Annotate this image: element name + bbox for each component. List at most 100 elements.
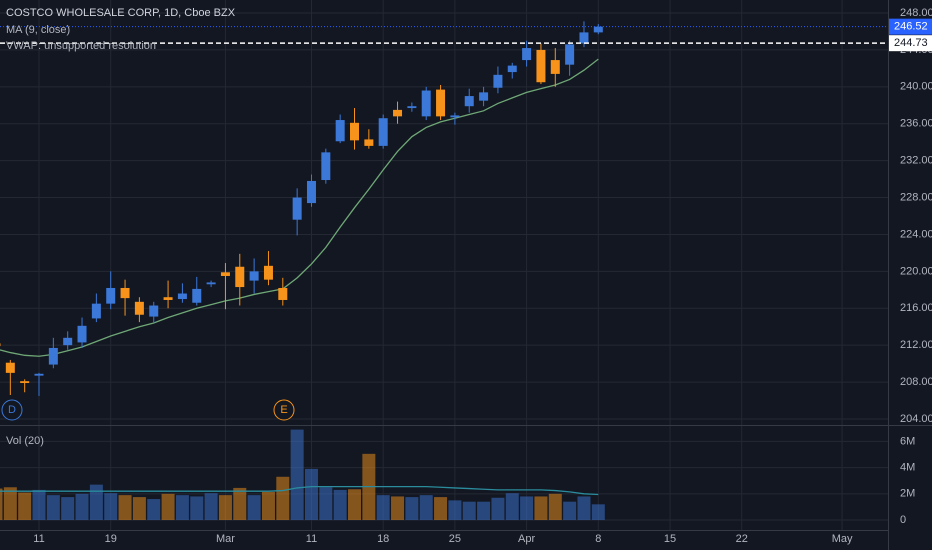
candle-body — [536, 49, 546, 83]
volume-bar — [61, 497, 75, 521]
y-tick-label: 220.00 — [900, 265, 932, 277]
volume-bar — [434, 497, 448, 521]
price-label: 244.73 — [894, 37, 928, 49]
candle-body — [507, 65, 517, 73]
candle-body — [421, 90, 431, 117]
legend-entry: MA (9, close) — [6, 24, 70, 36]
volume-bar — [405, 497, 419, 521]
volume-bar — [348, 489, 362, 521]
volume-bar — [104, 493, 118, 521]
candle-body — [565, 44, 575, 65]
volume-bar — [290, 429, 304, 521]
y-tick-label: 232.00 — [900, 155, 932, 167]
volume-bar — [462, 501, 476, 521]
candle-body — [393, 109, 403, 117]
volume-bar — [247, 495, 261, 521]
candle-body — [120, 287, 130, 299]
volume-bar — [132, 497, 146, 521]
volume-bar — [520, 496, 534, 521]
x-tick-label: Mar — [216, 533, 235, 545]
ma-line — [0, 58, 599, 357]
volume-bar — [491, 497, 505, 521]
event-marker[interactable] — [1, 399, 23, 421]
candle-body — [163, 297, 173, 300]
x-tick-label: 11 — [306, 533, 317, 545]
x-tick-label: Apr — [518, 533, 535, 545]
candle-body — [106, 287, 116, 304]
y-tick-label: 6M — [900, 435, 915, 447]
x-tick-label: 15 — [664, 533, 676, 545]
x-tick-label: 25 — [449, 533, 461, 545]
volume-bar — [0, 488, 3, 521]
candle-body — [493, 74, 503, 88]
y-tick-label: 236.00 — [900, 118, 932, 130]
candle-body — [177, 293, 187, 300]
candle-body — [364, 139, 374, 146]
x-tick-label: 8 — [595, 533, 601, 545]
volume-bar — [75, 493, 89, 521]
volume-bar — [3, 487, 17, 521]
candle-body — [335, 120, 345, 142]
volume-bar — [477, 501, 491, 521]
y-tick-label: 224.00 — [900, 228, 932, 240]
y-tick-label: 216.00 — [900, 302, 932, 314]
candle-body — [48, 347, 58, 365]
x-tick-label: 22 — [736, 533, 748, 545]
candle-body — [464, 96, 474, 107]
volume-bar — [548, 493, 562, 521]
volume-bar — [190, 496, 204, 521]
candle-body — [5, 362, 15, 373]
volume-bar — [534, 496, 548, 521]
event-label[interactable]: E — [280, 404, 287, 416]
x-tick-label: 19 — [105, 533, 117, 545]
volume-bar — [233, 487, 247, 521]
volume-bar — [591, 504, 605, 521]
labels: 204.00 208.00 212.00 216.00 220.00 224.00 228.… — [33, 7, 932, 545]
y-tick-label: 240.00 — [900, 81, 932, 93]
y-tick-label: 208.00 — [900, 376, 932, 388]
volume-bar — [304, 468, 318, 521]
volume-ma-line — [0, 485, 599, 496]
volume-bar — [577, 496, 591, 521]
candle-body — [63, 337, 73, 346]
candle-body — [263, 265, 273, 280]
pane-title: Vol (20) — [6, 435, 44, 447]
event-label[interactable]: D — [8, 404, 16, 416]
volume-bar — [276, 476, 290, 521]
candle-body — [20, 381, 30, 384]
candle-body — [292, 197, 302, 220]
x-tick-label: May — [832, 533, 853, 545]
candle-body — [192, 288, 202, 303]
y-tick-label: 204.00 — [900, 413, 932, 425]
x-tick-label: 11 — [33, 533, 44, 545]
volume-bar — [161, 493, 175, 521]
candle-body — [522, 48, 532, 61]
y-tick-label: 212.00 — [900, 339, 932, 351]
volume-bar — [46, 495, 60, 521]
candle-body — [134, 301, 144, 315]
candle-body — [321, 152, 331, 181]
x-tick-label: 18 — [377, 533, 389, 545]
candle-body — [350, 122, 360, 141]
candle-body — [306, 180, 316, 204]
volume-bar — [89, 484, 103, 521]
candle-body — [91, 303, 101, 319]
volume-bar — [391, 496, 405, 521]
candle-body — [206, 282, 216, 285]
candle-body — [249, 271, 259, 281]
volume-bar — [419, 495, 433, 521]
volume-bar — [147, 499, 161, 521]
candle-body — [34, 373, 44, 376]
event-marker[interactable] — [273, 399, 295, 421]
candle-body — [550, 60, 560, 74]
volume-bar — [18, 492, 32, 521]
candle-body — [593, 26, 603, 33]
chart-title: COSTCO WHOLESALE CORP, 1D, Cboe BZX — [6, 7, 236, 19]
candle-body — [450, 115, 460, 118]
volume-bar — [118, 495, 132, 521]
y-tick-label: 4M — [900, 462, 915, 474]
price-label-box — [889, 18, 932, 35]
volume-bar — [218, 495, 232, 521]
